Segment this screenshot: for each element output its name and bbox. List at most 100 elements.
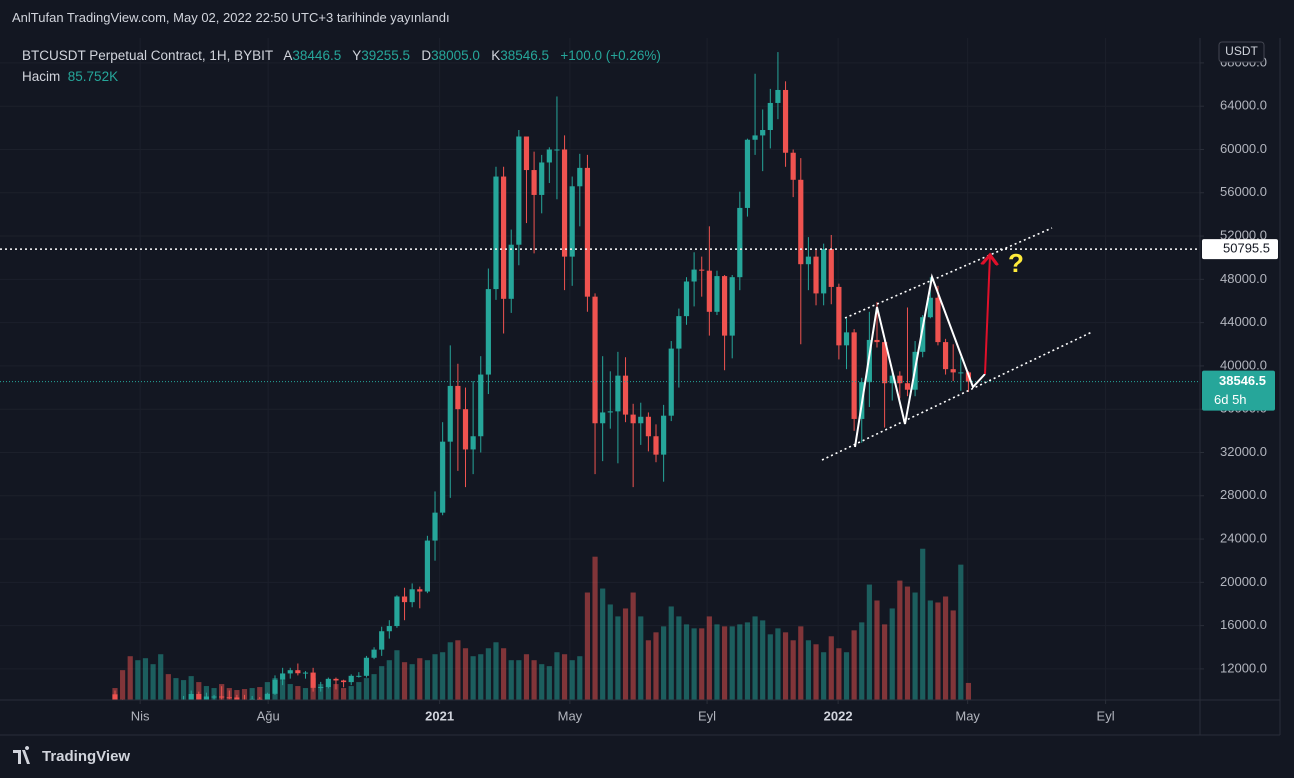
volume-bar xyxy=(584,592,591,700)
x-tick-label: Ağu xyxy=(257,708,280,723)
candle-body xyxy=(546,149,552,163)
volume-bar xyxy=(173,678,179,700)
volume-bar xyxy=(150,664,156,700)
volume-bar xyxy=(714,624,720,700)
volume-bar xyxy=(386,660,392,700)
x-tick-label: Eyl xyxy=(1097,708,1115,723)
volume-bar xyxy=(729,626,735,700)
volume-bar xyxy=(165,674,171,700)
logo-icon xyxy=(13,746,30,764)
volume-bar xyxy=(630,592,636,700)
candle-body xyxy=(340,680,347,683)
volume-value: 85.752K xyxy=(67,69,119,84)
ohlc-label: A xyxy=(283,48,293,63)
candle-body xyxy=(348,675,354,683)
candle-body xyxy=(158,721,163,724)
candle-body xyxy=(798,179,804,265)
y-tick-label: 52000.0 xyxy=(1220,227,1267,242)
volume-bar xyxy=(600,588,606,700)
candle-body xyxy=(310,672,316,688)
candle-body xyxy=(112,694,118,700)
volume-bar xyxy=(706,616,712,700)
volume-label: Hacim xyxy=(22,69,61,84)
question-mark: ? xyxy=(1008,248,1024,278)
volume-bar xyxy=(851,630,857,700)
candle-body xyxy=(302,672,309,674)
volume-bar xyxy=(904,586,911,700)
legend: BTCUSDT Perpetual Contract, 1H, BYBIT A 3… xyxy=(22,45,661,87)
candle-body xyxy=(257,698,263,700)
candle-body xyxy=(790,152,796,180)
symbol: BTCUSDT Perpetual Contract, 1H, BYBIT xyxy=(22,48,273,63)
volume-bar xyxy=(965,682,972,700)
volume-bar xyxy=(295,686,301,700)
x-tick-label: Nis xyxy=(131,708,150,723)
candle-body xyxy=(927,297,933,318)
candle-body xyxy=(196,694,202,700)
volume-bar xyxy=(539,664,545,700)
candle-body xyxy=(447,385,453,442)
candle-body xyxy=(805,256,811,265)
volume-bar xyxy=(615,616,621,700)
volume-bar xyxy=(340,688,347,700)
candle-body xyxy=(234,697,240,700)
volume-bar xyxy=(760,620,766,700)
candle-body xyxy=(561,149,568,257)
volume-bar xyxy=(447,642,453,700)
volume-bar xyxy=(455,640,461,700)
candle-body xyxy=(379,631,385,650)
volume-bar xyxy=(325,686,331,700)
candle-body xyxy=(143,729,148,735)
candle-body xyxy=(699,269,705,271)
candle-body xyxy=(333,678,339,681)
volume-bar xyxy=(523,654,530,700)
candle-body xyxy=(843,332,850,346)
volume-bar xyxy=(661,626,667,700)
volume-bar xyxy=(257,687,263,700)
candle-body xyxy=(592,296,598,424)
candle-body xyxy=(935,297,941,343)
candle-body xyxy=(226,697,232,699)
candle-body xyxy=(478,374,484,437)
y-tick-label: 32000.0 xyxy=(1220,444,1267,459)
volume-bar xyxy=(264,682,270,700)
volume-bar xyxy=(752,616,758,700)
volume-bar xyxy=(135,660,141,700)
candle-body xyxy=(950,369,956,373)
candle-body xyxy=(554,149,560,151)
candle-body xyxy=(440,441,446,513)
drawings: ? xyxy=(821,227,1093,461)
candle-body xyxy=(523,136,530,171)
candle-body xyxy=(356,675,362,677)
ohlc-value: 39255.5 xyxy=(361,48,411,63)
candle-body xyxy=(668,348,674,416)
volume-bar xyxy=(180,680,187,700)
candle-body xyxy=(904,383,911,390)
candle-body xyxy=(882,342,888,384)
volume-bar xyxy=(843,652,850,700)
candle-body xyxy=(318,686,324,688)
volume-bar xyxy=(569,660,575,700)
ohlc-label: D xyxy=(421,48,432,63)
candle-body xyxy=(691,269,697,282)
candle-body xyxy=(920,317,926,352)
volume-bar xyxy=(394,650,400,700)
candle-body xyxy=(851,332,857,419)
volume-bar xyxy=(508,660,514,700)
volume-bar xyxy=(897,580,903,700)
candle-body xyxy=(166,721,171,722)
volume-bar xyxy=(363,678,370,700)
x-tick-label: May xyxy=(955,708,980,723)
volume-bar xyxy=(889,608,895,700)
y-tick-label: 12000.0 xyxy=(1220,660,1267,675)
candle-body xyxy=(569,186,575,257)
candle-body xyxy=(615,375,621,412)
price-line-label: 50795.5 xyxy=(1223,241,1270,256)
candle-body xyxy=(401,596,408,603)
volume-bar xyxy=(470,656,476,700)
candle-body xyxy=(432,512,438,541)
candle-body xyxy=(721,276,728,336)
candle-body xyxy=(539,162,545,195)
volume-bar xyxy=(196,682,202,700)
volume-bar xyxy=(950,610,956,700)
